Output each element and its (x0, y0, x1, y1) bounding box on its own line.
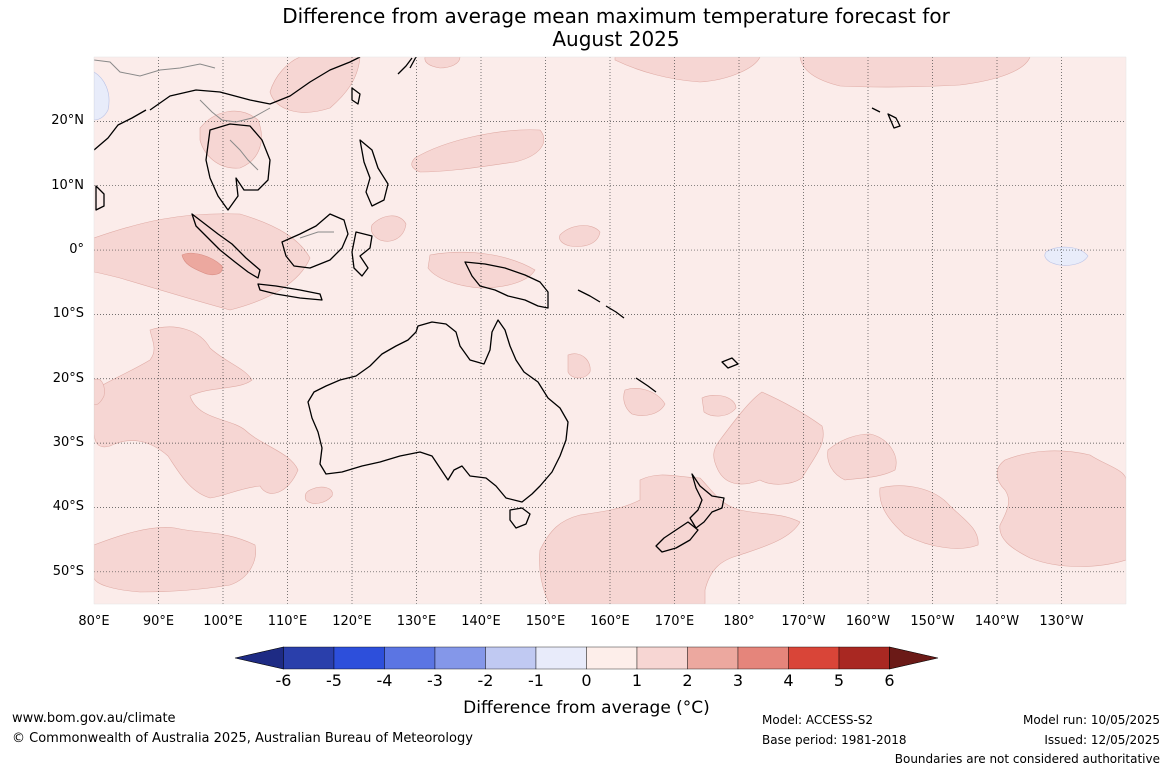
colorbar-segment (283, 646, 335, 670)
colorbar-tick-label: -6 (275, 671, 292, 690)
latitude-label: 10°S (52, 306, 84, 322)
philippines-coastline (359, 139, 389, 207)
longitude-label: 170°W (781, 614, 826, 629)
longitude-label: 140°W (974, 614, 1020, 629)
longitude-label: 130°W (1039, 614, 1084, 629)
footer-issued: Issued: 12/05/2025 (1044, 733, 1160, 747)
footer-copyright: © Commonwealth of Australia 2025, Austra… (12, 731, 473, 746)
latitude-label: 0° (69, 242, 84, 258)
colorbar-tick-label: -2 (477, 671, 494, 690)
india-coastline (94, 109, 147, 151)
new-caledonia-coastline (635, 377, 657, 393)
australia-coastline (307, 319, 569, 503)
colorbar-segment (384, 646, 436, 670)
sri-lanka-coastline (95, 185, 105, 211)
footer-website[interactable]: www.bom.gov.au/climate (12, 711, 176, 726)
latitude-label: 10°N (51, 177, 84, 193)
nz-south-coastline (655, 521, 699, 553)
colorbar-segment (535, 646, 587, 670)
colorbar-extend-low (234, 646, 284, 670)
colorbar-tick-label: 1 (631, 671, 643, 690)
colorbar-tick-label: 4 (783, 671, 794, 690)
indochina-coastline (205, 123, 271, 211)
nz-north-coastline (689, 473, 725, 529)
colorbar-segment (838, 646, 890, 670)
country-borders (94, 59, 334, 239)
sulawesi-coastline (351, 231, 373, 277)
fiji-coastline (721, 357, 739, 369)
anomaly-patches-m1-0 (94, 71, 1089, 266)
colorbar-tick-label: -3 (427, 671, 443, 690)
latitude-label: 40°S (52, 499, 84, 515)
sumatra-coastline (191, 213, 261, 279)
colorbar-segment (586, 646, 638, 670)
longitude-label: 150°E (525, 614, 566, 629)
longitude-label: 100°E (203, 614, 243, 629)
tasmania-coastline (509, 507, 531, 529)
longitude-label: 110°E (267, 614, 308, 629)
footer-model: Model: ACCESS-S2 (762, 713, 874, 727)
map-title-line1: Difference from average mean maximum tem… (282, 4, 950, 28)
latitude-label: 50°S (52, 563, 84, 579)
graticule (94, 57, 1126, 604)
longitude-label: 90°E (142, 614, 175, 629)
longitude-label: 160°W (845, 614, 891, 629)
longitude-label: 180° (723, 614, 755, 629)
map-frame (93, 56, 1127, 605)
colorbar-tick-label: -4 (376, 671, 393, 690)
japan-coastline (397, 57, 417, 75)
colorbar-tick-label: 5 (833, 671, 845, 690)
solomon-coastline (577, 289, 625, 319)
map-title: Difference from average mean maximum tem… (0, 5, 1173, 51)
taiwan-coastline (351, 87, 361, 105)
colorbar-segment (788, 646, 840, 670)
borneo-coastline (281, 213, 349, 269)
hawaii-coastline (871, 107, 901, 129)
latitude-label: 30°S (52, 435, 84, 451)
longitude-label: 120°E (332, 614, 372, 629)
longitude-label: 140°E (461, 614, 501, 629)
longitude-label: 160°E (590, 614, 630, 629)
anomaly-patch-2-3 (181, 252, 223, 276)
colorbar-segment (737, 646, 789, 670)
colorbar-title: Difference from average (°C) (463, 698, 710, 718)
colorbar-tick-label: 0 (581, 671, 592, 690)
china-coastline (149, 57, 361, 111)
colorbar-segment (485, 646, 537, 670)
footer-base-period: Base period: 1981-2018 (762, 733, 907, 747)
colorbar-segment (434, 646, 486, 670)
colorbar-tick-label: 2 (682, 671, 693, 690)
longitude-label: 80°E (78, 614, 110, 629)
coastlines (94, 57, 901, 553)
colorbar-tick-label: -5 (326, 671, 342, 690)
footer-disclaimer: Boundaries are not considered authoritat… (894, 752, 1160, 766)
colorbar-segment (333, 646, 385, 670)
latitude-label: 20°N (51, 113, 84, 129)
colorbar-segment (687, 646, 739, 670)
colorbar-tick-label: -1 (528, 671, 544, 690)
footer-model-run: Model run: 10/05/2025 (1022, 713, 1160, 727)
java-coastline (257, 283, 323, 301)
new-guinea-coastline (464, 261, 549, 309)
longitude-label: 170°E (654, 614, 695, 629)
colorbar (234, 646, 939, 670)
latitude-label: 20°S (52, 370, 84, 386)
colorbar-tick-label: 6 (884, 671, 895, 690)
longitude-label: 150°W (910, 614, 955, 629)
map-title-line2: August 2025 (552, 27, 680, 51)
colorbar-segment (636, 646, 688, 670)
colorbar-tick-label: 3 (732, 671, 744, 690)
longitude-label: 130°E (396, 614, 437, 629)
colorbar-extend-high (889, 646, 939, 670)
